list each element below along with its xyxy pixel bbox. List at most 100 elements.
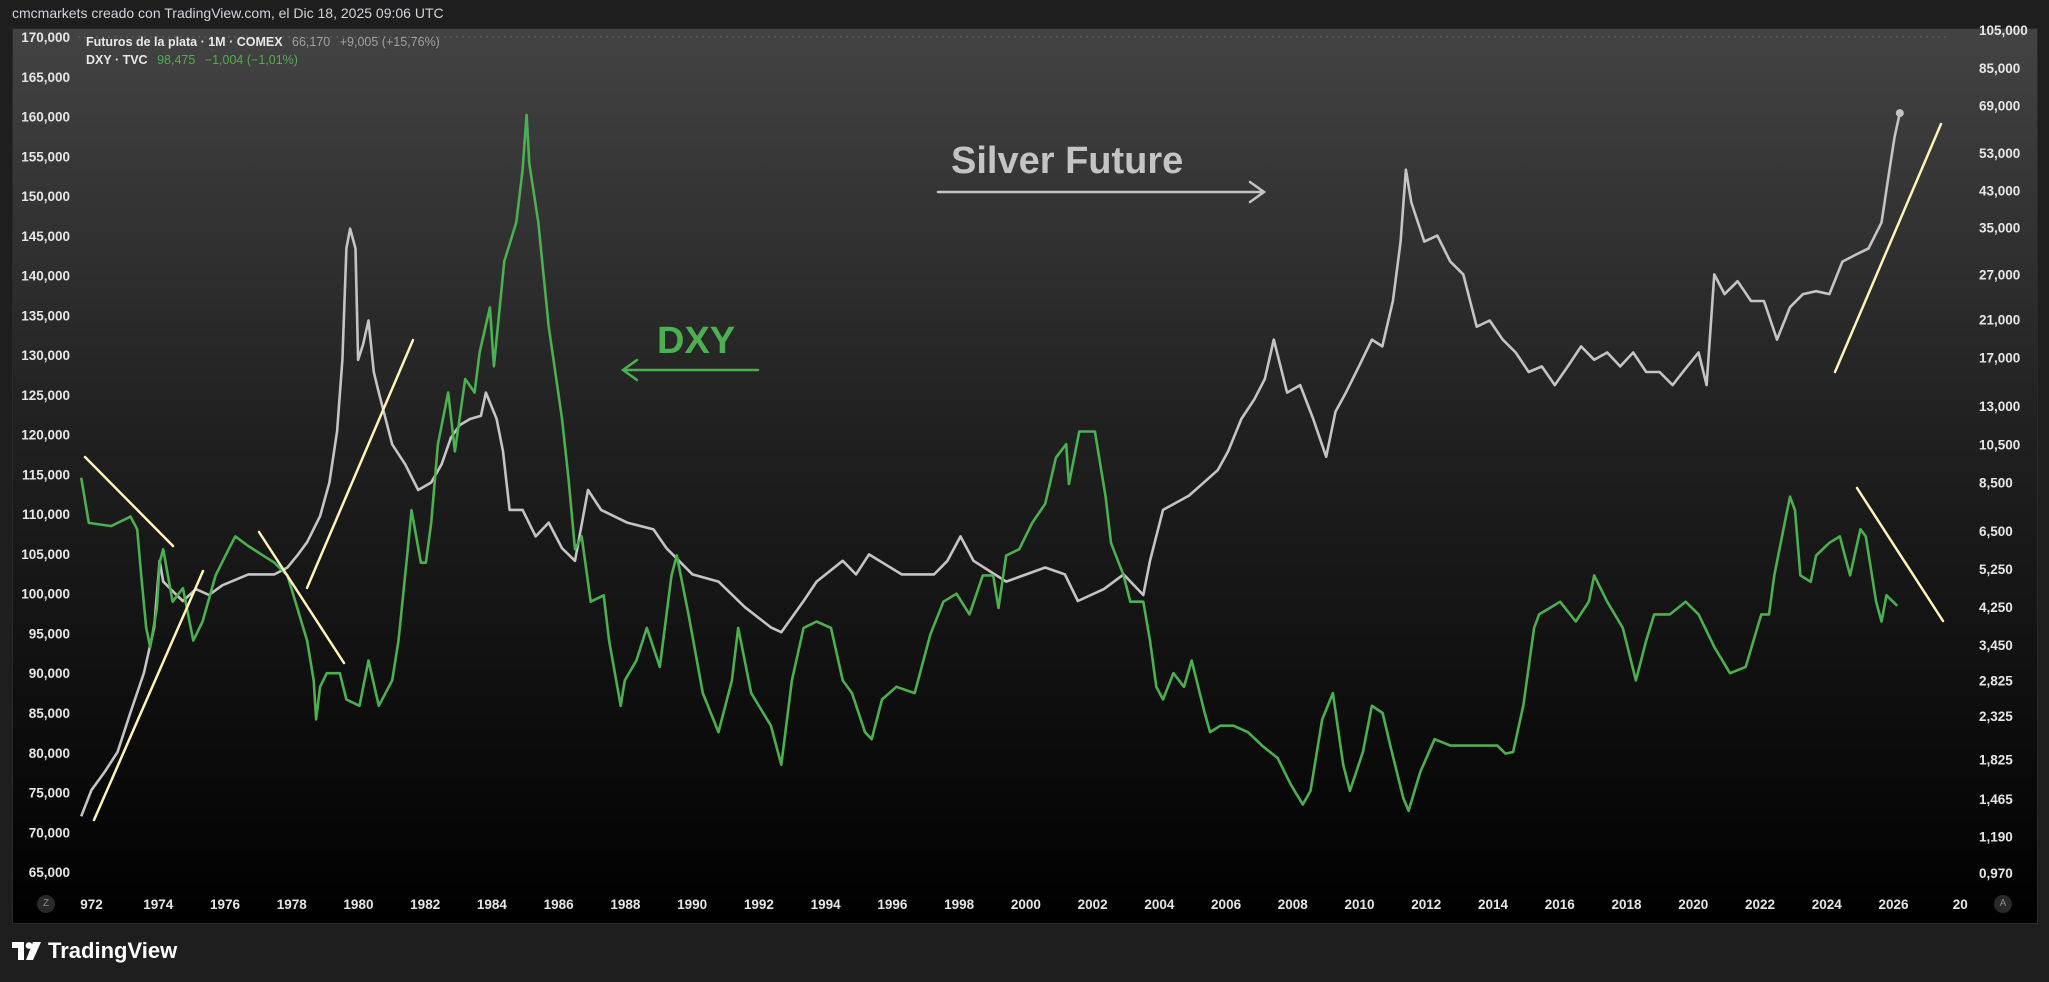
auto-scale-button[interactable]: A: [1994, 895, 2012, 913]
right-axis-tick-label: 13,000: [1979, 399, 2020, 414]
trendline-dxy-1977[interactable]: [257, 530, 346, 665]
legend-dxy-change: −1,004 (−1,01%): [204, 53, 298, 67]
time-axis-tick-label: 2010: [1345, 897, 1375, 912]
chart-panel: [12, 28, 2038, 924]
silver-future-label[interactable]: Silver Future: [951, 140, 1184, 182]
trendline-silver-1973[interactable]: [92, 569, 205, 822]
left-axis-tick-label: 105,000: [21, 547, 70, 562]
time-axis-tick-label: 2022: [1745, 897, 1775, 912]
time-axis-tick-label: 1998: [944, 897, 975, 912]
right-axis-tick-label: 8,500: [1979, 475, 2013, 490]
time-axis-tick-label: 1996: [877, 897, 908, 912]
right-axis-tick-label: 10,500: [1979, 437, 2020, 452]
right-axis-tick-label: 43,000: [1979, 184, 2020, 199]
right-axis-tick-label: 53,000: [1979, 146, 2020, 161]
left-axis-tick-label: 90,000: [29, 666, 70, 681]
right-axis-tick-label: 69,000: [1979, 99, 2020, 114]
right-axis-tick-label: 35,000: [1979, 221, 2020, 236]
silver-series-line[interactable]: [79, 112, 1902, 817]
time-axis-tick-label: 2018: [1611, 897, 1642, 912]
time-axis-tick-label: 1980: [343, 897, 373, 912]
trendline-dxy-2025[interactable]: [1855, 486, 1945, 623]
left-axis-tick-label: 120,000: [21, 428, 70, 443]
time-axis-tick-label: 1994: [811, 897, 842, 912]
time-axis-tick-label: 1976: [210, 897, 241, 912]
series-layer: [79, 109, 1904, 817]
left-axis-tick-label: 100,000: [21, 587, 70, 602]
arrow-right-icon[interactable]: [936, 180, 1267, 204]
time-axis-tick-label: 1986: [544, 897, 575, 912]
right-axis-tick-label: 1,190: [1979, 829, 2013, 844]
right-axis-tick-label: 1,825: [1979, 752, 2013, 767]
time-axis-tick-label: 972: [80, 897, 103, 912]
legend-silver-last: 66,170: [292, 35, 331, 49]
trendline-silver-2025[interactable]: [1833, 122, 1943, 374]
right-axis-tick-label: 5,250: [1979, 562, 2013, 577]
left-axis-tick-label: 145,000: [21, 229, 70, 244]
legend-dxy-name: DXY · TVC: [86, 53, 148, 67]
left-axis-tick-label: 75,000: [29, 786, 70, 801]
time-axis-tick-label: 1982: [410, 897, 440, 912]
trendline-dxy-1973[interactable]: [83, 455, 175, 548]
time-axis-tick-label: 2016: [1545, 897, 1576, 912]
time-axis-tick-label: 1988: [610, 897, 641, 912]
chart-attribution: cmcmarkets creado con TradingView.com, e…: [12, 5, 444, 21]
left-axis-tick-label: 160,000: [21, 110, 70, 125]
time-axis-tick-label: 1984: [477, 897, 508, 912]
tradingview-logo[interactable]: TradingView: [12, 938, 177, 964]
left-axis-tick-label: 135,000: [21, 308, 70, 323]
legend-silver[interactable]: Futuros de la plata · 1M · COMEX 66,170 …: [86, 33, 440, 51]
time-axis-tick-label: 2002: [1078, 897, 1108, 912]
right-axis-tick-label: 2,825: [1979, 674, 2013, 689]
right-axis[interactable]: 105,000 85,000 69,000 53,000 43,000 35,000 27,…: [1979, 23, 2028, 881]
time-axis-tick-label: 2004: [1144, 897, 1175, 912]
left-axis-tick-label: 170,000: [21, 30, 70, 45]
right-axis-tick-label: 21,000: [1979, 313, 2020, 328]
silver-last-value-dot[interactable]: [1895, 109, 1904, 118]
left-axis-tick-label: 130,000: [21, 348, 70, 363]
time-axis-tick-label: 20: [1953, 897, 1968, 912]
time-axis-tick-label: 1990: [677, 897, 707, 912]
legend-silver-name: Futuros de la plata · 1M · COMEX: [86, 35, 283, 49]
time-axis-tick-label: 2024: [1812, 897, 1843, 912]
time-axis[interactable]: 972 1974 1976 1978 1980 1982 1984 1986 1988 1990 1…: [80, 897, 1968, 912]
left-axis-tick-label: 65,000: [29, 865, 70, 880]
left-axis-tick-label: 95,000: [29, 626, 70, 641]
time-axis-tick-label: 1992: [744, 897, 774, 912]
right-axis-tick-label: 2,325: [1979, 709, 2013, 724]
left-axis-tick-label: 110,000: [22, 507, 70, 522]
right-axis-tick-label: 105,000: [1979, 23, 2028, 38]
left-scale-toggle-button[interactable]: Z: [37, 895, 55, 913]
left-axis-tick-label: 115,000: [22, 467, 70, 482]
time-axis-tick-label: 2014: [1478, 897, 1509, 912]
time-axis-tick-label: 1974: [143, 897, 174, 912]
time-axis-tick-label: 2026: [1878, 897, 1909, 912]
legend-silver-change: +9,005 (+15,76%): [339, 35, 440, 49]
left-axis-tick-label: 125,000: [21, 388, 70, 403]
annotation-arrows: [620, 180, 1267, 382]
right-axis-tick-label: 6,500: [1979, 524, 2013, 539]
left-axis-tick-label: 165,000: [21, 70, 70, 85]
trendline-silver-1979[interactable]: [305, 338, 415, 590]
left-axis-tick-label: 80,000: [29, 746, 70, 761]
right-axis-tick-label: 0,970: [1979, 866, 2013, 881]
right-axis-tick-label: 27,000: [1979, 267, 2020, 282]
left-axis-tick-label: 155,000: [21, 149, 70, 164]
time-axis-tick-label: 2008: [1278, 897, 1309, 912]
time-axis-tick-label: 2000: [1011, 897, 1041, 912]
arrow-left-icon[interactable]: [620, 358, 760, 382]
left-axis-tick-label: 140,000: [21, 269, 70, 284]
left-axis-tick-label: 70,000: [29, 825, 70, 840]
time-axis-tick-label: 2020: [1678, 897, 1708, 912]
right-axis-tick-label: 3,450: [1979, 638, 2013, 653]
time-axis-tick-label: 2006: [1211, 897, 1242, 912]
left-axis[interactable]: 170,000 165,000 160,000 155,000 150,000 145,0…: [21, 30, 70, 880]
legend-dxy[interactable]: DXY · TVC 98,475 −1,004 (−1,01%): [86, 51, 440, 69]
time-axis-tick-label: 2012: [1411, 897, 1441, 912]
time-axis-tick-label: 1978: [277, 897, 308, 912]
dxy-series-line[interactable]: [79, 113, 1899, 813]
right-axis-tick-label: 1,465: [1979, 792, 2013, 807]
dxy-label[interactable]: DXY: [657, 320, 736, 362]
right-axis-tick-label: 85,000: [1979, 61, 2020, 76]
